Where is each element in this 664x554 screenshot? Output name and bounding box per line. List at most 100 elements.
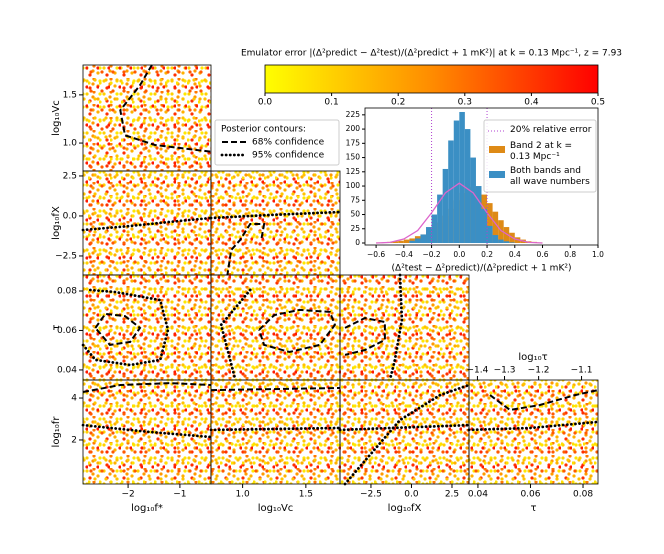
panel xyxy=(467,379,600,485)
bar xyxy=(448,140,454,244)
y-tick-label: 0.08 xyxy=(57,286,77,296)
bar xyxy=(414,238,421,244)
contour xyxy=(343,383,471,486)
scatter-texture xyxy=(83,65,211,171)
bar xyxy=(481,208,488,244)
bar xyxy=(426,227,432,244)
colorbar xyxy=(264,64,599,94)
legend-title: Posterior contours: xyxy=(221,125,306,135)
x-tick-label: 0.06 xyxy=(520,490,540,500)
bar xyxy=(509,242,515,244)
legend-swatch xyxy=(489,171,505,178)
fit-curve xyxy=(376,182,543,244)
y-axis-label: log₁₀Vc xyxy=(51,100,62,136)
contour xyxy=(209,426,342,432)
x-tick-label: 0.6 xyxy=(537,250,549,259)
bar xyxy=(475,186,482,244)
bar xyxy=(431,214,438,244)
contour xyxy=(467,420,600,432)
y-tick-label: 0.06 xyxy=(57,326,77,336)
contour xyxy=(210,387,341,392)
colorbar-tick-label: 0.1 xyxy=(324,98,338,108)
x-axis-label: log₁₀fX xyxy=(388,503,422,514)
y-axis-label: τ xyxy=(51,324,62,330)
y-tick-label: 1.0 xyxy=(63,139,78,149)
contour xyxy=(489,389,599,412)
legend-label: 95% confidence xyxy=(252,151,325,161)
bar xyxy=(503,227,510,244)
y-tick-label: 225 xyxy=(346,110,361,119)
top-tick-label: −1.1 xyxy=(571,366,593,376)
y-tick-label: 0.04 xyxy=(57,365,77,375)
colorbar-tick-label: 0.4 xyxy=(524,98,539,108)
x-tick-label: −0.2 xyxy=(422,250,440,259)
scatter-texture xyxy=(340,380,469,484)
x-tick-label: 0.4 xyxy=(509,250,521,259)
y-tick-label: 200 xyxy=(346,124,361,133)
bar xyxy=(470,157,476,244)
x-tick-label: 1.5 xyxy=(299,490,313,500)
panel xyxy=(339,273,470,382)
x-tick-label: 0.8 xyxy=(564,250,576,259)
y-tick-label: 2 xyxy=(71,435,77,445)
x-tick-label: −2 xyxy=(121,490,134,500)
x-tick-label: 1.0 xyxy=(235,490,250,500)
plot-frame xyxy=(364,107,599,246)
scatter-texture xyxy=(211,171,340,275)
y-tick-label: 100 xyxy=(346,181,361,190)
x-tick-label: −0.4 xyxy=(395,250,413,259)
x-tick-label: −0.6 xyxy=(367,250,385,259)
bar xyxy=(487,203,493,244)
y-tick-label: 0 xyxy=(355,238,360,247)
y-axis-label: log₁₀fr xyxy=(51,416,62,448)
y-tick-label: 0.0 xyxy=(63,211,78,221)
scatter-texture xyxy=(469,380,598,484)
bar xyxy=(403,239,410,244)
bar xyxy=(437,194,443,244)
scatter-texture xyxy=(340,275,469,380)
contour xyxy=(82,382,212,393)
contour xyxy=(388,273,404,382)
legend-box xyxy=(483,119,597,193)
x-axis-label: log₁₀f* xyxy=(131,503,163,514)
x-axis-label: log₁₀Vc xyxy=(258,503,294,514)
colorbar-title: Emulator error |(Δ²predict − Δ²test)/(Δ²… xyxy=(241,49,622,59)
x-tick-label: 0.0 xyxy=(453,250,465,259)
contour xyxy=(338,423,471,432)
legend-label: 68% confidence xyxy=(252,138,325,148)
scatter-texture xyxy=(83,171,211,275)
y-tick-label: 75 xyxy=(350,195,360,204)
panel-frame xyxy=(468,379,599,485)
x-axis-label: τ xyxy=(530,503,536,514)
y-tick-label: 4 xyxy=(71,394,77,404)
panel xyxy=(81,274,212,381)
contour xyxy=(258,308,337,354)
contour xyxy=(81,288,170,367)
top-tick-label: −1.4 xyxy=(467,366,489,376)
legend-label: Band 2 at k = 0.13 Mpc⁻¹ xyxy=(510,141,573,162)
bar xyxy=(503,241,510,244)
colorbar-tick-label: 0.3 xyxy=(458,98,472,108)
x-tick-label: 1.0 xyxy=(592,250,604,259)
panel xyxy=(210,274,341,381)
legend-label: Both bands and all wave numbers xyxy=(510,166,590,187)
y-tick-label: 2.5 xyxy=(63,171,77,181)
bar xyxy=(409,240,415,244)
colorbar-tick-label: 0.2 xyxy=(391,98,405,108)
x-tick-label: 2.5 xyxy=(445,490,459,500)
scatter-texture xyxy=(211,380,340,484)
bar xyxy=(492,211,499,244)
panel xyxy=(82,64,212,172)
panel xyxy=(209,170,342,276)
y-tick-label: 175 xyxy=(346,138,361,147)
panel xyxy=(209,379,342,485)
y-tick-label: 25 xyxy=(350,224,360,233)
legend-swatch xyxy=(489,146,505,153)
bar xyxy=(498,220,504,244)
legend-box xyxy=(214,119,340,166)
y-axis-label: log₁₀fX xyxy=(51,206,62,240)
bar xyxy=(459,111,465,244)
top-tick-label: −1.3 xyxy=(494,366,516,376)
